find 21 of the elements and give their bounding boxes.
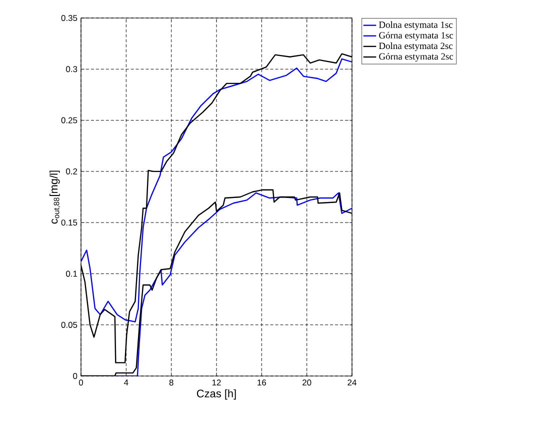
y-tick-label: 0.25	[61, 117, 78, 124]
y-tick-label: 0.3	[66, 66, 78, 72]
x-tick-label: 4	[124, 380, 128, 386]
y-tick-label: 0.15	[61, 220, 78, 226]
y-tick-label: 0.05	[61, 322, 78, 328]
x-tick-label: 8	[169, 380, 174, 386]
y-tick-label: 0.2	[66, 168, 78, 174]
x-axis-title: Czas [h]	[196, 389, 236, 400]
x-tick-label: 12	[212, 380, 221, 386]
x-tick-label: 20	[302, 380, 312, 386]
x-tick-label: 24	[348, 380, 356, 386]
y-tick-label: 0.35	[61, 15, 78, 21]
legend-label: Dolna estymata 1sc	[378, 21, 453, 30]
y-tick-label: 0	[73, 373, 78, 379]
legend-label: Dolna estymata 2sc	[378, 42, 453, 52]
legend-label: Górna estymata 2sc	[379, 52, 454, 62]
legend-label: Górna estymata 1sc	[379, 32, 454, 40]
y-tick-label: 0.1	[66, 270, 78, 277]
y-axis-title: c$_{out,88}$[mg/l]	[50, 170, 60, 224]
x-tick-label: 16	[258, 380, 266, 386]
x-tick-label: 0	[78, 380, 84, 386]
